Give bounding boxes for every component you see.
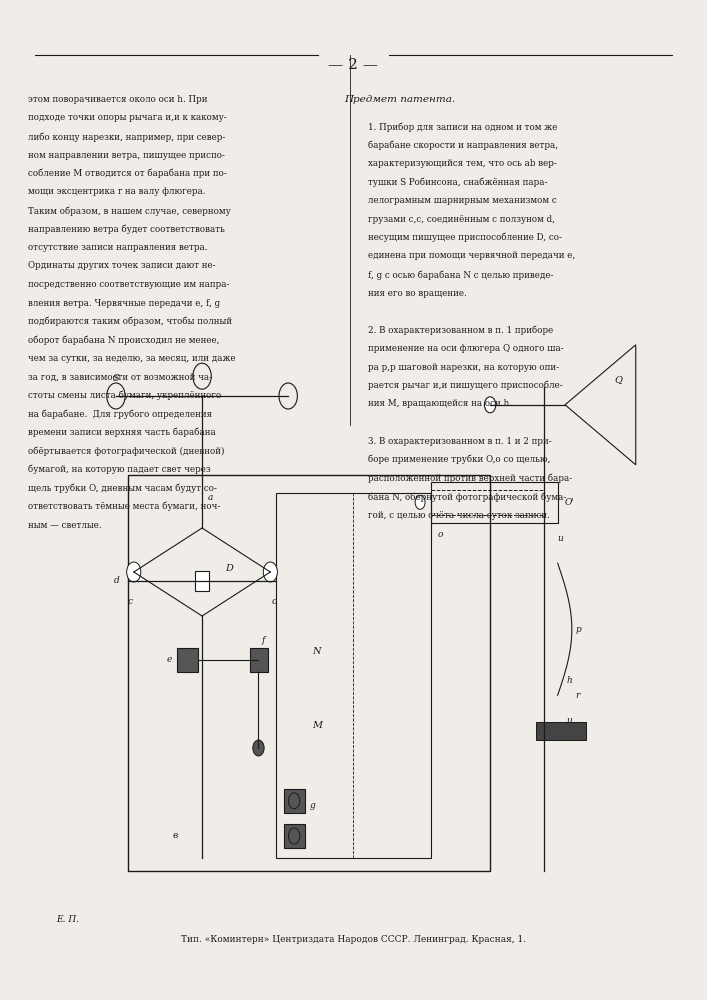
Text: Е. П.: Е. П. (57, 915, 80, 924)
Text: характеризующийся тем, что ось ab вер-: характеризующийся тем, что ось ab вер- (368, 159, 556, 168)
Bar (250, 648, 268, 672)
Bar (431, 490, 544, 515)
Text: ния M, вращающейся на оси h.: ния M, вращающейся на оси h. (368, 399, 512, 408)
Bar (284, 789, 305, 813)
Text: направлению ветра будет соответствовать: направлению ветра будет соответствовать (28, 224, 225, 234)
Text: оборот барабана N происходил не менее,: оборот барабана N происходил не менее, (28, 335, 220, 345)
Text: S: S (112, 374, 119, 383)
Text: a: a (208, 493, 213, 502)
Text: Предмет патента.: Предмет патента. (344, 95, 455, 104)
Text: d: d (114, 576, 119, 585)
Text: стоты смены листа бумаги, укреплённого: стоты смены листа бумаги, укреплённого (28, 391, 221, 400)
Text: бана N, обёрнутой фотографической бума-: бана N, обёрнутой фотографической бума- (368, 492, 566, 502)
Text: посредственно соответствующие им напра-: посредственно соответствующие им напра- (28, 280, 230, 289)
Text: применение на оси флюгера Q одного ша-: применение на оси флюгера Q одного ша- (368, 344, 563, 353)
Text: ответствовать тёмные места бумаги, ноч-: ответствовать тёмные места бумаги, ноч- (28, 502, 221, 511)
Text: вления ветра. Червячные передачи e, f, g: вления ветра. Червячные передачи e, f, g (28, 298, 221, 308)
Circle shape (484, 397, 496, 413)
Text: e: e (166, 656, 172, 665)
Text: Ординаты других точек записи дают не-: Ординаты других точек записи дают не- (28, 261, 216, 270)
Bar (177, 648, 198, 672)
Text: отсутствие записи направления ветра.: отсутствие записи направления ветра. (28, 243, 208, 252)
Circle shape (263, 562, 277, 582)
Text: c: c (271, 597, 276, 606)
Text: чем за сутки, за неделю, за месяц, или даже: чем за сутки, за неделю, за месяц, или д… (28, 354, 236, 363)
Text: бумагой, на которую падает свет через: бумагой, на которую падает свет через (28, 465, 211, 475)
Text: ния его во вращение.: ния его во вращение. (368, 288, 467, 298)
Text: этом поворачивается около оси h. При: этом поворачивается около оси h. При (28, 95, 208, 104)
Text: гой, с целью счёта числа суток записи.: гой, с целью счёта числа суток записи. (368, 510, 549, 519)
Text: N: N (312, 647, 320, 656)
Text: подходе точки опоры рычага и,и к какому-: подходе точки опоры рычага и,и к какому- (28, 113, 227, 122)
Text: g: g (310, 801, 315, 810)
Bar (431, 482, 558, 523)
Text: o: o (438, 530, 443, 539)
Bar (195, 571, 209, 591)
Text: 1. Прибор для записи на одном и том же: 1. Прибор для записи на одном и том же (368, 122, 557, 131)
Text: — 2 —: — 2 — (329, 58, 378, 72)
Bar (537, 722, 586, 740)
Text: h: h (566, 676, 572, 685)
Text: барабане скорости и направления ветра,: барабане скорости и направления ветра, (368, 140, 558, 150)
Text: несущим пишущее приспособление D, со-: несущим пишущее приспособление D, со- (368, 233, 561, 242)
Text: r: r (575, 691, 580, 700)
Text: 3. В охарактеризованном в п. 1 и 2 при-: 3. В охарактеризованном в п. 1 и 2 при- (368, 436, 551, 446)
Text: c: c (128, 597, 133, 606)
Text: O': O' (565, 498, 575, 507)
Text: времени записи верхняя часть барабана: времени записи верхняя часть барабана (28, 428, 216, 437)
Text: в: в (173, 832, 178, 840)
Text: Таким образом, в нашем случае, северному: Таким образом, в нашем случае, северному (28, 206, 231, 216)
Text: M: M (312, 722, 322, 730)
Text: собление M отводится от барабана при по-: собление M отводится от барабана при по- (28, 169, 227, 178)
Text: Тип. «Коминтерн» Центриздата Народов СССР. Ленинград. Красная, 1.: Тип. «Коминтерн» Центриздата Народов ССС… (181, 935, 526, 944)
Text: щель трубки O, дневным часам будут со-: щель трубки O, дневным часам будут со- (28, 483, 217, 493)
Circle shape (253, 740, 264, 756)
Text: либо концу нарезки, например, при север-: либо концу нарезки, например, при север- (28, 132, 226, 141)
Text: u: u (566, 716, 572, 725)
Text: рается рычаг и,и пишущего приспособле-: рается рычаг и,и пишущего приспособле- (368, 381, 562, 390)
Circle shape (288, 793, 300, 809)
Text: за год, в зависимости от возможной ча-: за год, в зависимости от возможной ча- (28, 372, 212, 381)
Text: Q: Q (614, 375, 623, 384)
Text: подбираются таким образом, чтобы полный: подбираются таким образом, чтобы полный (28, 317, 233, 326)
Text: тушки S Робинсона, снабжённая пара-: тушки S Робинсона, снабжённая пара- (368, 178, 547, 187)
Text: лелограмным шарнирным механизмом с: лелограмным шарнирным механизмом с (368, 196, 556, 205)
Text: u: u (558, 534, 563, 543)
Text: на барабане.  Для грубого определения: на барабане. Для грубого определения (28, 410, 212, 419)
Text: p: p (575, 625, 581, 634)
Text: единена при помощи червячной передачи e,: единена при помощи червячной передачи e, (368, 251, 575, 260)
Text: обёртывается фотографической (дневной): обёртывается фотографической (дневной) (28, 446, 225, 456)
Text: ра р,р шаговой нарезки, на которую опи-: ра р,р шаговой нарезки, на которую опи- (368, 362, 559, 371)
Bar (284, 824, 305, 848)
Text: f, g с осью барабана N с целью приведе-: f, g с осью барабана N с целью приведе- (368, 270, 553, 279)
Circle shape (415, 495, 425, 509)
Text: расположенной против верхней части бара-: расположенной против верхней части бара- (368, 474, 572, 483)
Text: ном направлении ветра, пишущее приспо-: ном направлении ветра, пишущее приспо- (28, 150, 226, 159)
Text: f: f (262, 636, 265, 645)
Circle shape (127, 562, 141, 582)
Text: мощи эксцентрика r на валу флюгера.: мощи эксцентрика r на валу флюгера. (28, 188, 206, 196)
Text: грузами c,c, соединённым с ползуном d,: грузами c,c, соединённым с ползуном d, (368, 215, 554, 224)
Text: ным — светлые.: ным — светлые. (28, 520, 102, 529)
Circle shape (288, 828, 300, 844)
Text: 2. В охарактеризованном в п. 1 приборе: 2. В охарактеризованном в п. 1 приборе (368, 326, 553, 335)
Text: D: D (225, 564, 233, 573)
Text: боре применение трубки O,o со щелью,: боре применение трубки O,o со щелью, (368, 455, 550, 464)
